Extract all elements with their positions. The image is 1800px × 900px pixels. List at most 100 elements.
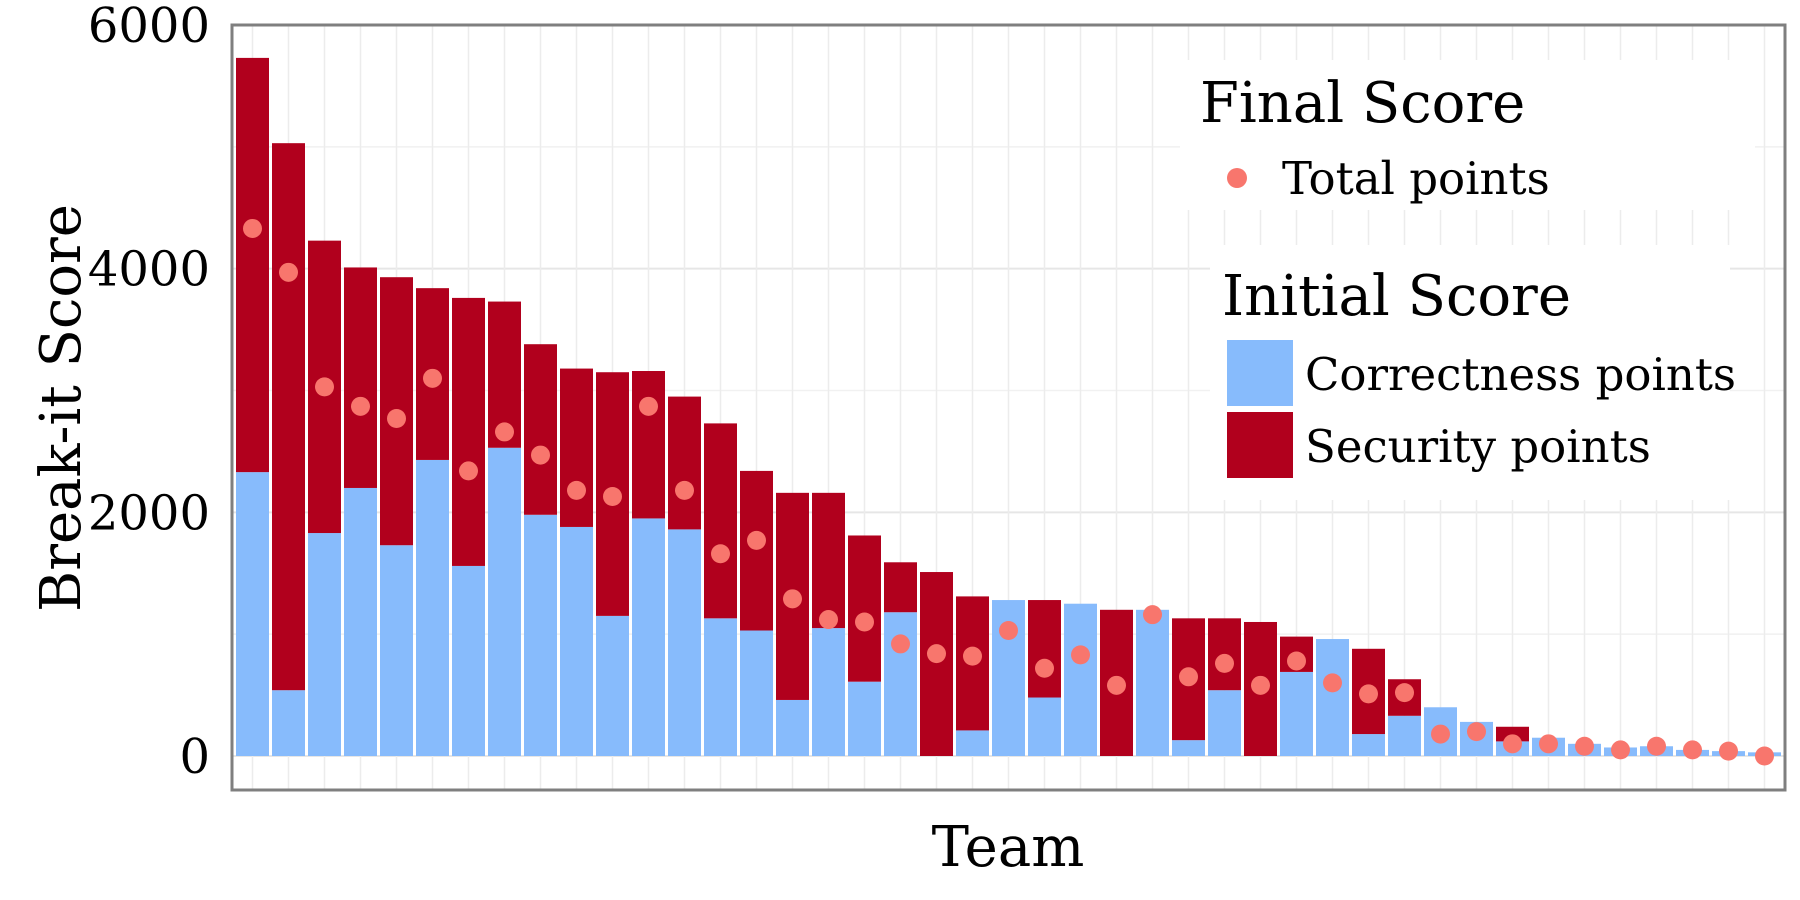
legend-total-points-label: Total points	[1282, 152, 1550, 205]
bar-correctness	[524, 514, 557, 756]
total-point	[1215, 653, 1234, 673]
total-point	[891, 634, 910, 654]
total-point	[1107, 675, 1126, 695]
bar-correctness	[956, 730, 989, 756]
total-point	[1467, 722, 1486, 742]
bar-correctness	[812, 628, 845, 756]
bar-correctness	[1136, 609, 1169, 756]
plot-frame	[230, 23, 1787, 792]
legend-security-swatch	[1227, 412, 1293, 478]
total-point	[387, 409, 406, 429]
total-point	[1755, 746, 1774, 766]
total-point	[1251, 675, 1270, 695]
bar-correctness	[560, 526, 593, 756]
total-point	[747, 530, 766, 550]
bar-security	[272, 143, 305, 691]
total-point	[1719, 741, 1738, 761]
bar-security	[848, 535, 881, 682]
y-tick-label: 4000	[88, 242, 210, 298]
bar-security	[812, 492, 845, 629]
total-point	[1287, 651, 1306, 671]
total-point	[1143, 605, 1162, 625]
bar-security	[704, 423, 737, 619]
total-point	[423, 368, 442, 388]
bar-security	[668, 396, 701, 530]
bar-correctness	[1064, 603, 1097, 756]
bar-correctness	[704, 618, 737, 756]
bar-correctness	[848, 681, 881, 756]
total-point	[1503, 734, 1522, 754]
bar-correctness	[1388, 715, 1421, 756]
bar-security	[236, 57, 269, 473]
total-point	[999, 621, 1018, 641]
bar-correctness	[884, 612, 917, 756]
total-point	[351, 396, 370, 416]
y-tick-label: 2000	[88, 485, 210, 541]
legend-correctness-label: Correctness points	[1305, 348, 1736, 401]
bar-security	[524, 344, 557, 515]
total-point	[1683, 740, 1702, 760]
total-point	[1395, 683, 1414, 703]
y-axis-title: Break-it Score	[29, 204, 94, 612]
total-point	[1323, 673, 1342, 693]
total-point	[1179, 667, 1198, 687]
legend-initial-title: Initial Score	[1222, 264, 1571, 329]
bar-correctness	[1352, 734, 1385, 756]
y-axis-ticks: 0 2000 4000 6000	[88, 0, 210, 785]
total-point	[567, 480, 586, 500]
y-tick-label: 6000	[88, 0, 210, 54]
legend-security-label: Security points	[1305, 420, 1651, 473]
legend-initial-box	[1210, 245, 1730, 500]
total-point	[639, 396, 658, 416]
total-point	[783, 589, 802, 609]
bar-security	[632, 371, 665, 519]
total-point	[459, 461, 478, 481]
bar-correctness	[668, 529, 701, 756]
bar-correctness	[1280, 671, 1313, 756]
bar-correctness	[452, 565, 485, 756]
total-points-layer	[243, 218, 1774, 766]
total-point	[1431, 724, 1450, 744]
x-axis-title: Team	[932, 815, 1085, 880]
total-point	[1611, 740, 1630, 760]
bar-correctness	[416, 459, 449, 756]
legend-correctness-swatch	[1227, 340, 1293, 406]
total-point	[495, 422, 514, 442]
bar-security	[1496, 726, 1529, 742]
total-point	[711, 544, 730, 564]
legend-final-box	[1180, 60, 1755, 210]
total-point	[243, 218, 262, 238]
bar-correctness	[1172, 740, 1205, 756]
bar-correctness	[1208, 690, 1241, 756]
bar-security	[920, 572, 953, 756]
total-point	[855, 612, 874, 632]
bar-correctness	[1028, 697, 1061, 756]
total-point	[603, 486, 622, 506]
total-point	[531, 445, 550, 465]
total-point	[1575, 736, 1594, 756]
bar-correctness	[272, 690, 305, 756]
bar-security	[740, 470, 773, 631]
bar-layer	[236, 57, 1781, 756]
bar-security	[344, 267, 377, 488]
bar-correctness	[1316, 639, 1349, 756]
bar-correctness	[380, 545, 413, 756]
bar-security	[884, 562, 917, 613]
bar-correctness	[596, 615, 629, 756]
bar-security	[560, 368, 593, 527]
legend-final-title: Final Score	[1200, 71, 1525, 136]
total-point	[279, 262, 298, 282]
bar-correctness	[308, 533, 341, 756]
bar-correctness	[488, 447, 521, 756]
total-point	[819, 610, 838, 630]
bar-correctness	[632, 518, 665, 756]
bar-correctness	[344, 487, 377, 756]
total-point	[1359, 684, 1378, 704]
total-point	[1647, 736, 1666, 756]
legend-total-points-marker	[1227, 168, 1247, 188]
bar-security	[452, 297, 485, 566]
bar-security	[1028, 600, 1061, 698]
y-tick-label: 0	[179, 729, 210, 785]
total-point	[963, 646, 982, 666]
